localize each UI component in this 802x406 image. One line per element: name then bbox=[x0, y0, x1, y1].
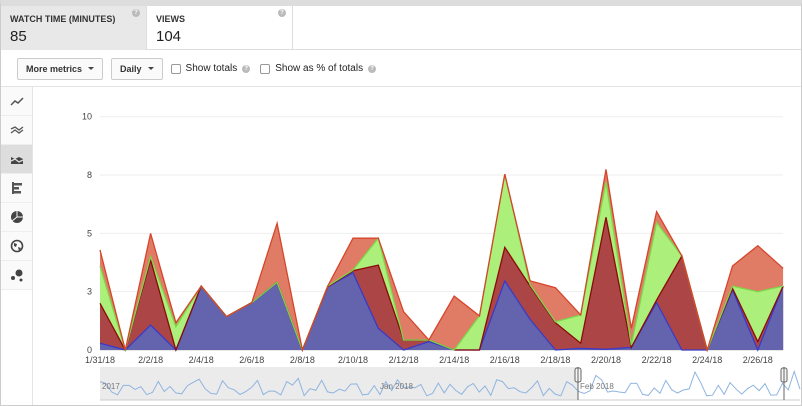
metric-card-views[interactable]: VIEWS 104 ? bbox=[147, 6, 293, 50]
navigator-unselected-range bbox=[100, 367, 578, 400]
x-tick-label: 2/16/18 bbox=[490, 355, 520, 365]
bar-chart-icon bbox=[11, 182, 22, 194]
metric-card-watch-time[interactable]: WATCH TIME (MINUTES) 85 ? bbox=[1, 6, 147, 50]
navigator-date-label: 2017 bbox=[102, 382, 120, 391]
metric-label: WATCH TIME (MINUTES) bbox=[10, 14, 116, 24]
x-tick-label: 2/12/18 bbox=[389, 355, 419, 365]
interval-dropdown[interactable]: Daily bbox=[111, 57, 163, 80]
button-label: More metrics bbox=[26, 63, 83, 74]
pie-chart-button[interactable] bbox=[1, 203, 32, 232]
x-tick-label: 2/2/18 bbox=[138, 355, 163, 365]
x-tick-label: 2/8/18 bbox=[290, 355, 315, 365]
chart-toolbar: More metrics Daily Show totals? Show as … bbox=[1, 51, 801, 87]
help-icon[interactable]: ? bbox=[242, 64, 251, 73]
more-metrics-button[interactable]: More metrics bbox=[17, 57, 104, 80]
x-tick-label: 2/18/18 bbox=[540, 355, 570, 365]
series-line-salmon bbox=[99, 169, 784, 353]
y-tick-label: 10 bbox=[82, 112, 92, 122]
bubble-chart-icon bbox=[10, 269, 22, 282]
y-tick-label: 8 bbox=[87, 170, 92, 180]
y-tick-label: 0 bbox=[87, 345, 92, 355]
navigator-sparkline bbox=[99, 369, 801, 397]
line-chart-icon bbox=[9, 97, 24, 106]
show-totals-checkbox[interactable]: Show totals? bbox=[170, 63, 251, 74]
checkbox-box[interactable] bbox=[260, 63, 271, 74]
pie-chart-icon bbox=[10, 211, 23, 223]
line-chart-button[interactable] bbox=[1, 87, 32, 116]
x-tick-label: 2/24/18 bbox=[692, 355, 722, 365]
help-icon[interactable]: ? bbox=[368, 64, 377, 73]
help-icon[interactable]: ? bbox=[278, 9, 286, 17]
bubble-chart-button[interactable] bbox=[1, 261, 32, 290]
x-tick-label: 2/14/18 bbox=[439, 355, 469, 365]
x-tick-label: 2/20/18 bbox=[591, 355, 621, 365]
x-tick-label: 2/6/18 bbox=[239, 355, 264, 365]
checkbox-box[interactable] bbox=[170, 63, 181, 74]
checkbox-label: Show as % of totals bbox=[275, 63, 364, 74]
show-percent-checkbox[interactable]: Show as % of totals? bbox=[260, 63, 377, 74]
x-tick-label: 2/10/18 bbox=[338, 355, 368, 365]
checkbox-label: Show totals bbox=[185, 63, 238, 74]
multi-line-chart-button[interactable] bbox=[1, 116, 32, 145]
help-icon[interactable]: ? bbox=[132, 9, 140, 17]
navigator-date-label: Jan 2018 bbox=[380, 382, 413, 391]
y-tick-label: 3 bbox=[87, 287, 92, 297]
x-tick-label: 2/22/18 bbox=[642, 355, 672, 365]
x-tick-label: 2/4/18 bbox=[189, 355, 214, 365]
multi-line-chart-icon bbox=[10, 126, 23, 134]
metric-value: 85 bbox=[10, 28, 27, 45]
globe-map-icon bbox=[10, 239, 23, 253]
stacked-area-chart: 0 3 5 8 10 1/31/18 2/2/18 2/4/18 2/6/18 2/8/18 2/1… bbox=[82, 112, 801, 401]
stacked-area-chart-icon bbox=[10, 157, 23, 164]
metric-label: VIEWS bbox=[156, 14, 186, 24]
map-chart-button[interactable] bbox=[1, 232, 32, 261]
x-tick-label: 2/26/18 bbox=[743, 355, 773, 365]
navigator-date-label: Feb 2018 bbox=[580, 382, 614, 391]
metric-cards: WATCH TIME (MINUTES) 85 ? VIEWS 104 ? bbox=[1, 6, 801, 50]
button-label: Daily bbox=[120, 63, 142, 74]
area-series-blue bbox=[100, 272, 784, 350]
caret-down-icon bbox=[147, 67, 154, 70]
stacked-area-chart-button[interactable] bbox=[1, 145, 32, 174]
metric-value: 104 bbox=[156, 28, 182, 45]
x-tick-label: 1/31/18 bbox=[85, 355, 115, 365]
bar-chart-button[interactable] bbox=[1, 174, 32, 203]
y-tick-label: 5 bbox=[87, 228, 92, 238]
caret-down-icon bbox=[88, 67, 95, 70]
chart-type-sidebar bbox=[1, 87, 33, 405]
